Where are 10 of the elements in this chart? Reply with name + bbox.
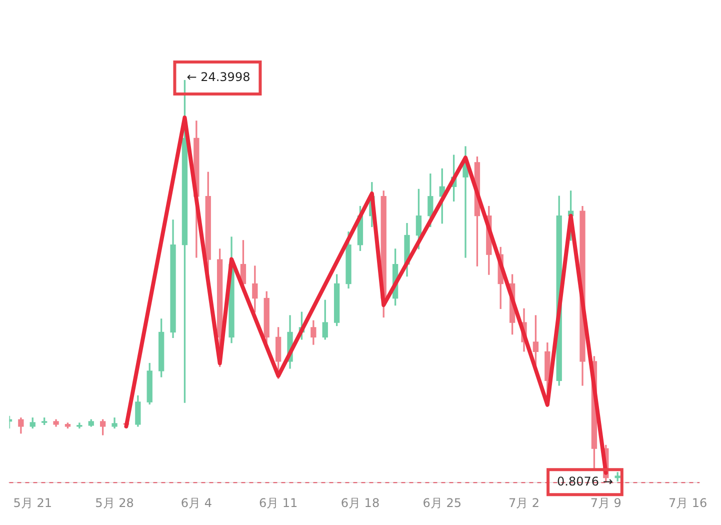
x-tick-label: 5月 28 [95, 496, 134, 510]
annotation: ← 24.3998 [186, 70, 250, 84]
x-tick-label: 6月 25 [422, 496, 462, 510]
x-tick-label: 7月 9 [590, 496, 622, 510]
x-tick-label: 5月 21 [13, 496, 52, 510]
x-tick-label: 6月 4 [180, 496, 212, 510]
x-tick-label: 6月 11 [258, 496, 298, 510]
x-tick-label: 7月 16 [668, 496, 708, 510]
x-tick-label: 6月 18 [340, 496, 380, 510]
x-tick-label: 7月 2 [508, 496, 540, 510]
